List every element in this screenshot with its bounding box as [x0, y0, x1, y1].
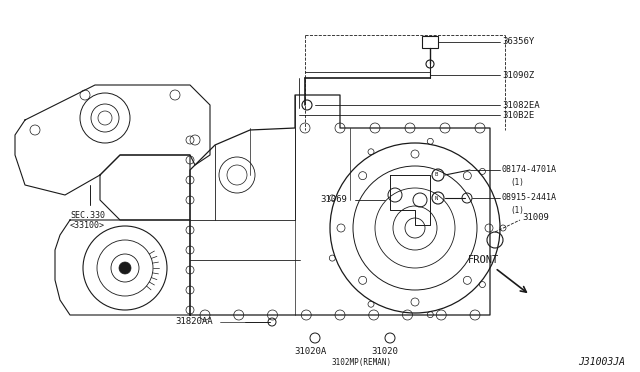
Text: 31020: 31020: [372, 347, 399, 356]
Text: (1): (1): [510, 179, 524, 187]
Circle shape: [119, 262, 131, 274]
Text: 31009: 31009: [522, 214, 549, 222]
Text: 31082EA: 31082EA: [502, 100, 540, 109]
Text: J31003JA: J31003JA: [578, 357, 625, 367]
Text: N: N: [435, 196, 438, 201]
Text: 310B2E: 310B2E: [502, 110, 534, 119]
Text: 36356Y: 36356Y: [502, 38, 534, 46]
Text: B: B: [435, 173, 438, 177]
Bar: [422, 36, 438, 48]
Text: 31020A: 31020A: [294, 347, 326, 356]
Text: 3102MP(REMAN): 3102MP(REMAN): [332, 357, 392, 366]
Text: FRONT: FRONT: [468, 255, 499, 265]
Text: 31069: 31069: [320, 196, 347, 205]
Text: 08174-4701A: 08174-4701A: [502, 166, 557, 174]
Text: 08915-2441A: 08915-2441A: [502, 193, 557, 202]
Text: 31090Z: 31090Z: [502, 71, 534, 80]
Text: <33100>: <33100>: [70, 221, 105, 230]
Text: SEC.330: SEC.330: [70, 211, 105, 219]
Text: 31820AA: 31820AA: [175, 317, 212, 327]
Text: (1): (1): [510, 206, 524, 215]
